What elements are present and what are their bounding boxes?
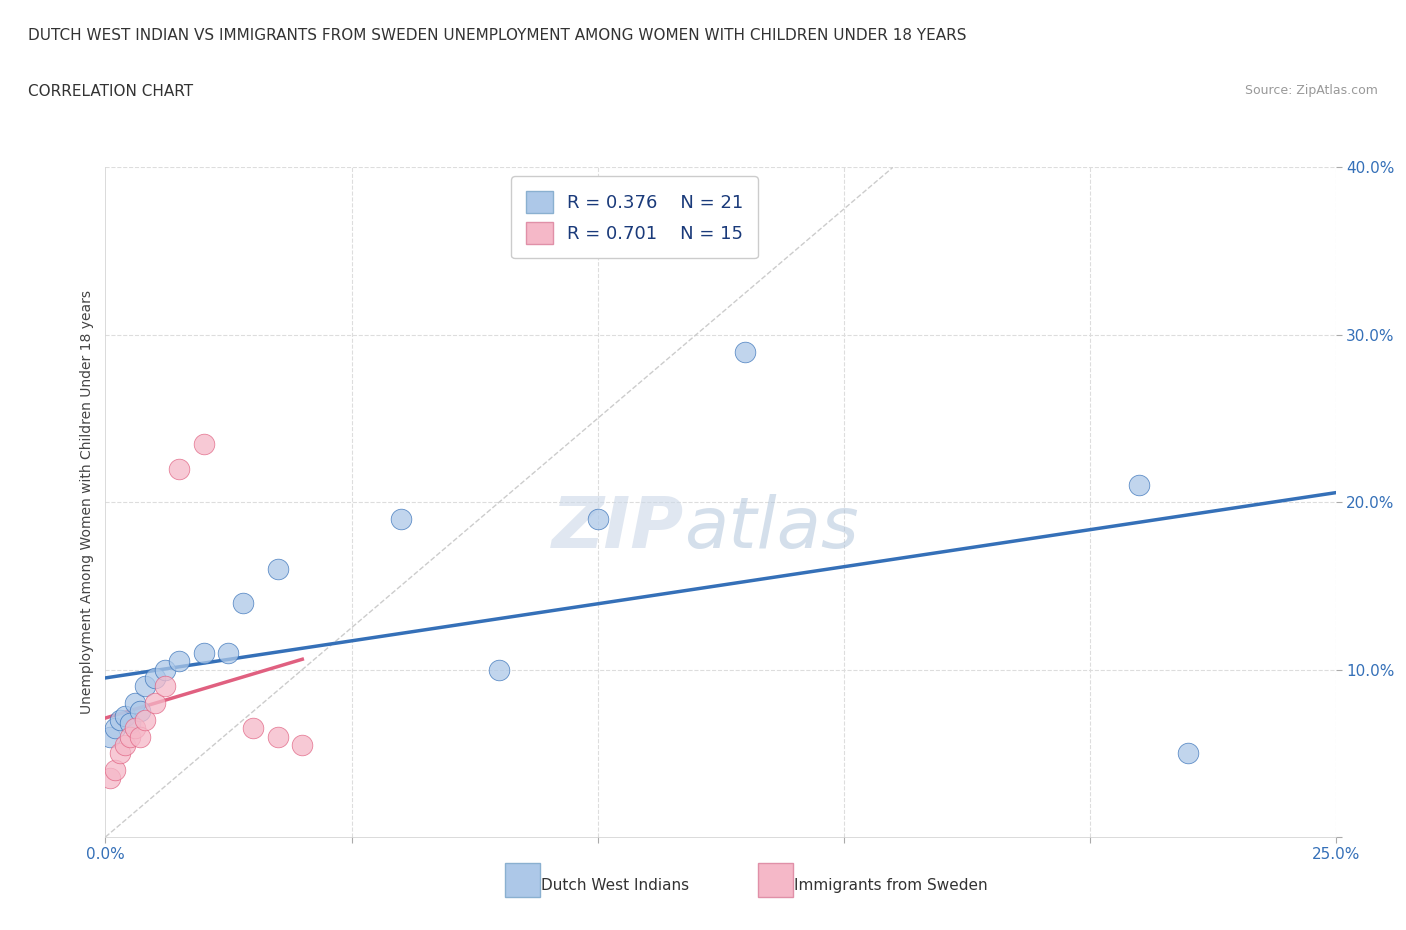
Point (124, 696, 146, 711)
Point (267, 562, 290, 577)
Point (129, 704, 152, 719)
Point (120, 729, 141, 744)
Point (98, 771, 122, 786)
Point (242, 721, 264, 736)
Text: ZIP: ZIP (551, 495, 683, 564)
Point (104, 721, 127, 736)
Point (488, 662, 510, 677)
Legend: R = 0.376    N = 21, R = 0.701    N = 15: R = 0.376 N = 21, R = 0.701 N = 15 (512, 177, 758, 259)
Text: Immigrants from Sweden: Immigrants from Sweden (794, 878, 988, 893)
Point (218, 645, 240, 660)
Text: Dutch West Indians: Dutch West Indians (541, 878, 689, 893)
Point (232, 595, 254, 610)
Point (1128, 478, 1150, 493)
Point (153, 662, 176, 677)
Point (114, 709, 136, 724)
Text: atlas: atlas (683, 495, 858, 564)
Text: Source: ZipAtlas.com: Source: ZipAtlas.com (1244, 84, 1378, 97)
Point (134, 712, 156, 727)
Point (169, 654, 191, 669)
Point (1177, 746, 1199, 761)
Point (114, 737, 136, 752)
Text: DUTCH WEST INDIAN VS IMMIGRANTS FROM SWEDEN UNEMPLOYMENT AMONG WOMEN WITH CHILDR: DUTCH WEST INDIAN VS IMMIGRANTS FROM SWE… (28, 28, 966, 43)
Point (734, 344, 756, 359)
Point (110, 712, 132, 727)
Point (389, 512, 412, 526)
Point (143, 671, 166, 685)
Point (120, 716, 141, 731)
Point (291, 737, 314, 752)
Point (153, 679, 176, 694)
Point (129, 729, 152, 744)
Point (169, 461, 191, 476)
Y-axis label: Unemployment Among Women with Children Under 18 years: Unemployment Among Women with Children U… (80, 290, 94, 714)
Point (193, 436, 215, 451)
Point (110, 746, 132, 761)
Point (104, 763, 127, 777)
Point (193, 645, 215, 660)
Point (98, 729, 122, 744)
Point (143, 696, 166, 711)
Point (267, 729, 290, 744)
Point (134, 679, 156, 694)
Text: CORRELATION CHART: CORRELATION CHART (28, 84, 193, 99)
Point (586, 512, 609, 526)
Point (124, 721, 146, 736)
